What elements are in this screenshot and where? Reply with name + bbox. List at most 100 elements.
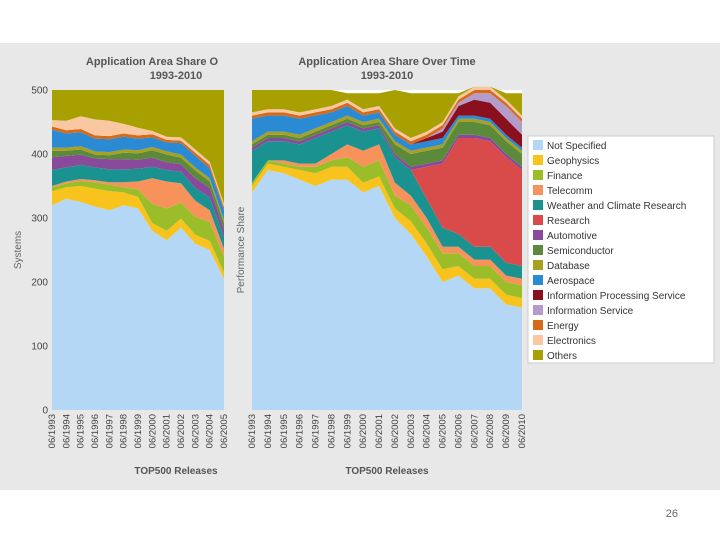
legend-item-information-processing-service: Information Processing Service (533, 290, 686, 302)
chart1-x-tick-label: 06/2002 (176, 414, 187, 448)
legend-swatch (533, 185, 543, 195)
legend-swatch (533, 140, 543, 150)
chart1-subtitle: 1993-2010 (150, 70, 203, 82)
legend-item-automotive: Automotive (533, 230, 597, 242)
legend-swatch (533, 350, 543, 360)
chart1-x-tick-label: 06/2003 (190, 414, 201, 448)
legend-item-research: Research (533, 215, 590, 227)
chart2-x-tick-label: 06/2003 (406, 414, 417, 448)
chart2-area-telecomm (252, 144, 522, 286)
legend-label: Automotive (547, 231, 597, 242)
chart1-x-tick-label: 06/2005 (219, 414, 230, 448)
chart2-x-tick-label: 06/2010 (517, 414, 528, 448)
chart1-x-tick-label: 06/1999 (133, 414, 144, 448)
chart2-y-axis-label: Performance Share (236, 206, 247, 293)
legend-item-aerospace: Aerospace (533, 275, 595, 287)
legend-box (527, 135, 715, 364)
chart1-y-axis: 0 100 200 300 400 500 (31, 86, 48, 417)
legend-item-not-specified: Not Specified (533, 140, 606, 152)
chart2-x-tick-label: 06/2008 (485, 414, 496, 448)
legend-item-electronics: Electronics (533, 335, 596, 347)
chart2-x-tick-label: 06/2000 (358, 414, 369, 448)
chart2-area-research (252, 125, 522, 266)
chart2-area-others (252, 86, 522, 138)
chart1-area-weather-and-climate-research (52, 164, 224, 249)
page-number: 26 (665, 508, 678, 520)
chart2-area-information-service (252, 93, 522, 145)
chart1-area-aerospace (52, 129, 224, 220)
legend-swatch (533, 275, 543, 285)
chart2-x-tick-label: 06/1993 (247, 414, 258, 448)
legend-swatch (533, 230, 543, 240)
legend-item-semiconductor: Semiconductor (533, 245, 614, 257)
chart1-y-tick-label: 200 (31, 278, 48, 289)
chart1-x-tick-label: 06/1997 (104, 414, 115, 448)
chart1-area-electronics (52, 116, 224, 208)
chart2-area-energy (252, 90, 522, 145)
chart2-x-tick-label: 06/2002 (390, 414, 401, 448)
chart1-area-not-specified (52, 198, 224, 410)
legend-label: Weather and Climate Research (547, 201, 686, 212)
chart2-area-weather-and-climate-research (252, 125, 522, 279)
chart2-area-not-specified (252, 170, 522, 410)
chart1-x-tick-label: 06/2004 (205, 414, 216, 448)
chart1-area-layers (52, 90, 224, 410)
legend-label: Semiconductor (547, 246, 614, 257)
chart1-area-automotive (52, 154, 224, 238)
chart1-x-tick-label: 06/1994 (61, 414, 72, 448)
legend-label: Electronics (547, 336, 596, 347)
chart1-x-tick-label: 06/2000 (147, 414, 158, 448)
chart2-x-tick-label: 06/1997 (311, 414, 322, 448)
chart2-area-automotive (252, 122, 522, 170)
chart2-x-tick-label: 06/2005 (438, 414, 449, 448)
chart2-x-tick-label: 06/2006 (454, 414, 465, 448)
chart2-x-axis-label: TOP500 Releases (345, 466, 429, 477)
legend-swatch (533, 170, 543, 180)
legend-label: Finance (547, 171, 583, 182)
chart2-x-axis: 06/1993 06/1994 06/1995 06/1996 06/1997 06/19… (247, 414, 528, 448)
legend-label: Others (547, 351, 577, 362)
chart2-x-tick-label: 06/2001 (374, 414, 385, 448)
legend-swatch (533, 260, 543, 270)
chart2-area-semiconductor (252, 118, 522, 167)
chart2-x-tick-label: 06/1996 (295, 414, 306, 448)
legend-item-energy: Energy (533, 320, 579, 332)
legend-label: Telecomm (547, 186, 593, 197)
legend-item-finance: Finance (533, 170, 583, 182)
chart1-x-axis: 06/1993 06/1994 06/1995 06/1996 06/1997 06/19… (47, 414, 230, 448)
chart1-title: Application Area Share O (86, 56, 219, 68)
legend-label: Aerospace (547, 276, 595, 287)
chart2-area-geophysics (252, 163, 522, 308)
legend-item-information-service: Information Service (533, 305, 634, 317)
chart1-y-tick-label: 0 (42, 406, 48, 417)
chart-performance-share: Application Area Share Over Time 1993-20… (236, 56, 528, 477)
chart1-area-finance (52, 180, 224, 273)
chart2-subtitle: 1993-2010 (361, 70, 414, 82)
chart2-area-layers (252, 86, 522, 410)
legend-swatch (533, 290, 543, 300)
legend-swatch (533, 335, 543, 345)
chart1-x-tick-label: 06/1995 (76, 414, 87, 448)
legend-label: Database (547, 261, 590, 272)
chart1-x-tick-label: 06/1996 (90, 414, 101, 448)
chart2-x-tick-label: 06/1995 (279, 414, 290, 448)
legend-label: Energy (547, 321, 579, 332)
legend-label: Research (547, 216, 590, 227)
chart2-x-tick-label: 06/2007 (469, 414, 480, 448)
chart1-x-axis-label: TOP500 Releases (134, 466, 218, 477)
chart2-area-electronics (252, 86, 522, 142)
legend-item-others: Others (533, 350, 577, 362)
chart2-title: Application Area Share Over Time (298, 56, 475, 68)
chart2-area-finance (252, 157, 522, 298)
legend-label: Information Service (547, 306, 634, 317)
chart1-y-tick-label: 300 (31, 214, 48, 225)
chart1-y-tick-label: 100 (31, 342, 48, 353)
legend-label: Information Processing Service (547, 291, 686, 302)
chart-legend: Not Specified Geophysics Finance Telecomm We… (527, 135, 715, 364)
legend-label: Geophysics (547, 156, 599, 167)
chart-systems-share: Application Area Share O 1993-2010 0 100 2… (13, 56, 230, 477)
legend-swatch (533, 215, 543, 225)
chart1-y-tick-label: 500 (31, 86, 48, 97)
legend-swatch (533, 320, 543, 330)
chart2-x-tick-label: 06/1998 (326, 414, 337, 448)
